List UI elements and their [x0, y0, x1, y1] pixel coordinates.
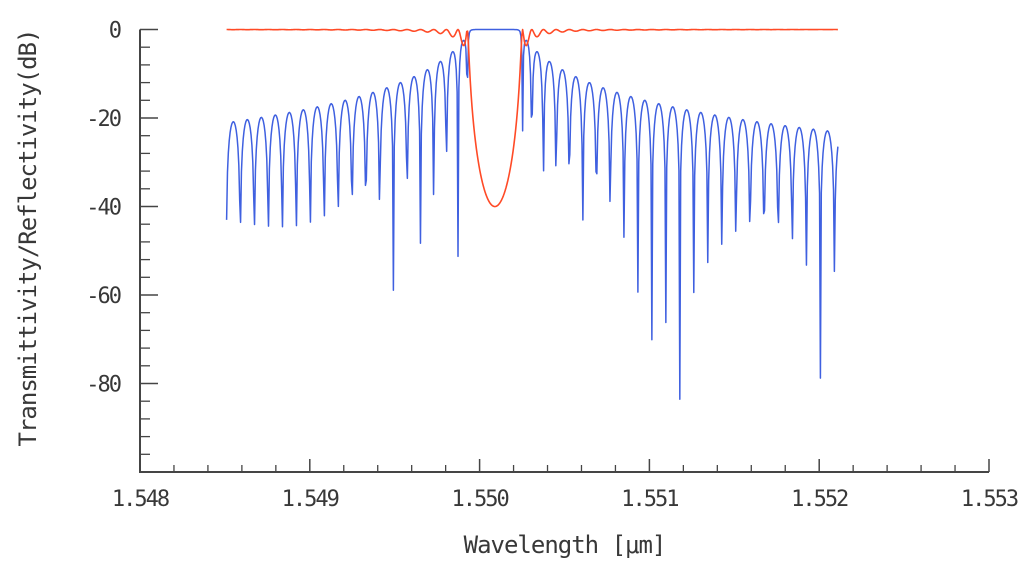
y-tick-label: -40	[86, 196, 120, 221]
y-tick-label: -60	[86, 284, 120, 309]
y-tick-label: 0	[109, 19, 121, 44]
reflectivity-curve	[225, 28, 839, 400]
y-tick-label: -20	[86, 107, 120, 132]
transmittivity-curve	[226, 28, 838, 208]
x-tick-label: 1.552	[791, 487, 848, 512]
axes	[139, 29, 989, 473]
y-tick-label: -80	[86, 373, 120, 398]
x-tick-label: 1.549	[282, 487, 339, 512]
y-axis-title: Transmittivity/Reflectivity(dB)	[14, 29, 42, 447]
x-tick-label: 1.553	[961, 487, 1018, 512]
x-tick-label: 1.551	[621, 487, 678, 512]
x-tick-label: 1.550	[451, 487, 508, 512]
x-axis-title: Wavelength [μm]	[463, 531, 667, 559]
x-tick-label: 1.548	[112, 487, 169, 512]
